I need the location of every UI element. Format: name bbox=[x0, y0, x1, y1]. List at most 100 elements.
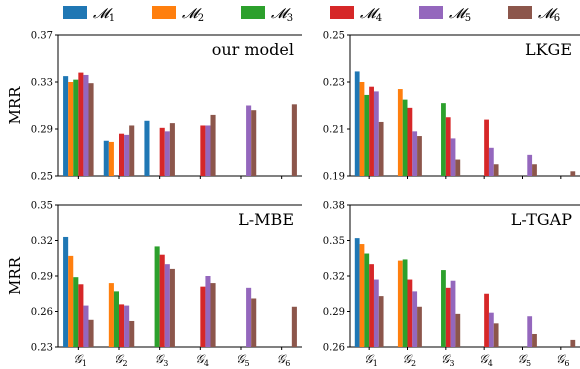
bar-m6-g4 bbox=[493, 164, 499, 176]
y-tick-label: 0.26 bbox=[323, 343, 345, 354]
bar-m3-g2 bbox=[113, 291, 119, 347]
bar-m5-g4 bbox=[205, 276, 211, 347]
y-axis-label: MRR bbox=[6, 256, 24, 295]
y-tick-label: 0.23 bbox=[323, 78, 345, 89]
y-tick-label: 0.23 bbox=[31, 343, 53, 354]
bar-m1-g1 bbox=[63, 236, 69, 347]
y-tick-label: 0.19 bbox=[323, 172, 345, 183]
bar-m5-g2 bbox=[412, 131, 418, 176]
bar-m5-g1 bbox=[373, 91, 379, 176]
bar-m2-g1 bbox=[68, 255, 74, 347]
bar-m6-g1 bbox=[88, 83, 94, 176]
bar-m1-g3 bbox=[144, 120, 150, 176]
legend-swatch-m3 bbox=[241, 6, 265, 19]
x-tick-label-g4: 𝒢4 bbox=[479, 352, 493, 368]
bar-m4-g4 bbox=[200, 286, 206, 347]
bar-m4-g4 bbox=[200, 125, 206, 176]
bar-m4-g1 bbox=[369, 264, 374, 347]
bar-m4-g3 bbox=[159, 127, 165, 176]
bar-m5-g1 bbox=[83, 74, 89, 176]
bar-m6-g6 bbox=[570, 339, 576, 347]
bar-m3-g2 bbox=[402, 99, 408, 176]
bar-m6-g6 bbox=[291, 306, 297, 347]
bar-m3-g1 bbox=[73, 79, 79, 176]
bar-m1-g1 bbox=[354, 238, 360, 347]
x-tick-label-g2: 𝒢2 bbox=[403, 352, 417, 368]
bar-m6-g1 bbox=[378, 296, 384, 347]
bar-m6-g5 bbox=[532, 333, 537, 347]
bar-m5-g2 bbox=[124, 305, 130, 347]
bar-m4-g1 bbox=[369, 86, 374, 176]
y-tick-label: 0.29 bbox=[323, 307, 345, 318]
panel-3: 0.23 0.26 0.29 0.32 0.35 𝒢1 𝒢2 𝒢3 𝒢4 𝒢5 𝒢6 L-MBE MRR bbox=[6, 201, 302, 368]
x-tick-label-g2: 𝒢2 bbox=[114, 352, 128, 368]
bar-m6-g3 bbox=[455, 159, 461, 176]
legend-label-m1: 𝓜1 bbox=[93, 6, 115, 24]
bar-m6-g1 bbox=[88, 319, 94, 347]
x-tick-label-g3: 𝒢3 bbox=[155, 352, 169, 368]
bar-m5-g3 bbox=[164, 131, 170, 176]
bar-m4-g2 bbox=[119, 133, 125, 176]
legend-swatch-m6 bbox=[508, 6, 532, 19]
bar-m6-g6 bbox=[291, 104, 297, 176]
bar-m1-g2 bbox=[103, 140, 109, 176]
bar-m2-g2 bbox=[108, 141, 114, 176]
y-tick-label: 0.38 bbox=[323, 201, 345, 212]
bar-m4-g1 bbox=[78, 72, 84, 176]
bar-m2-g1 bbox=[68, 82, 74, 176]
bar-m6-g4 bbox=[210, 283, 216, 347]
bar-m3-g2 bbox=[402, 259, 408, 347]
bar-m5-g5 bbox=[246, 105, 252, 176]
bar-m2-g1 bbox=[359, 82, 365, 176]
bar-m6-g1 bbox=[378, 121, 384, 176]
bar-m4-g2 bbox=[407, 107, 413, 176]
bar-m4-g2 bbox=[407, 279, 413, 347]
legend-swatch-m5 bbox=[419, 6, 443, 19]
bar-m6-g3 bbox=[169, 268, 175, 347]
bar-m4-g4 bbox=[484, 293, 489, 347]
bar-m5-g1 bbox=[373, 279, 379, 347]
y-tick-label: 0.32 bbox=[31, 236, 53, 247]
bar-m2-g1 bbox=[359, 244, 365, 347]
bar-m6-g5 bbox=[251, 298, 257, 347]
bar-m3-g3 bbox=[154, 246, 160, 347]
x-tick-label-g5: 𝒢5 bbox=[518, 352, 532, 368]
bar-m5-g3 bbox=[164, 264, 170, 347]
x-tick-label-g1: 𝒢1 bbox=[73, 352, 87, 368]
legend-swatch-m1 bbox=[63, 6, 87, 19]
y-tick-label: 0.26 bbox=[31, 307, 53, 318]
bar-m6-g5 bbox=[532, 164, 537, 176]
x-tick-label-g6: 𝒢6 bbox=[556, 352, 570, 368]
legend-label-m6: 𝓜6 bbox=[538, 6, 560, 24]
bar-m2-g2 bbox=[397, 260, 403, 347]
x-tick-label-g3: 𝒢3 bbox=[441, 352, 455, 368]
y-axis-label: MRR bbox=[6, 86, 24, 125]
x-tick-label-g6: 𝒢6 bbox=[277, 352, 291, 368]
y-tick-label: 0.25 bbox=[323, 31, 345, 42]
panel-2: 0.19 0.21 0.23 0.25 LKGE bbox=[323, 31, 580, 183]
legend-swatch-m2 bbox=[152, 6, 176, 19]
bar-m5-g3 bbox=[450, 280, 456, 347]
bar-m4-g4 bbox=[484, 119, 489, 176]
bar-m3-g1 bbox=[73, 277, 79, 347]
bar-m6-g2 bbox=[417, 306, 422, 347]
bar-m4-g3 bbox=[445, 287, 451, 347]
bar-m5-g2 bbox=[412, 291, 418, 347]
bar-m5-g4 bbox=[488, 312, 494, 347]
legend-label-m2: 𝓜2 bbox=[182, 6, 204, 24]
legend-swatch-m4 bbox=[330, 6, 354, 19]
bar-m6-g5 bbox=[251, 110, 257, 176]
panel-title: L-TGAP bbox=[511, 210, 572, 229]
panel-title: LKGE bbox=[525, 40, 572, 59]
y-tick-label: 0.35 bbox=[323, 236, 345, 247]
bar-m6-g3 bbox=[455, 313, 461, 347]
legend-label-m3: 𝓜3 bbox=[271, 6, 293, 24]
bar-m2-g2 bbox=[397, 89, 403, 176]
y-tick-label: 0.25 bbox=[31, 172, 53, 183]
bar-m3-g1 bbox=[364, 253, 370, 347]
bar-m5-g5 bbox=[527, 316, 533, 347]
legend-label-m5: 𝓜5 bbox=[449, 6, 471, 24]
bar-m6-g3 bbox=[169, 123, 175, 176]
bar-m6-g2 bbox=[417, 136, 422, 176]
